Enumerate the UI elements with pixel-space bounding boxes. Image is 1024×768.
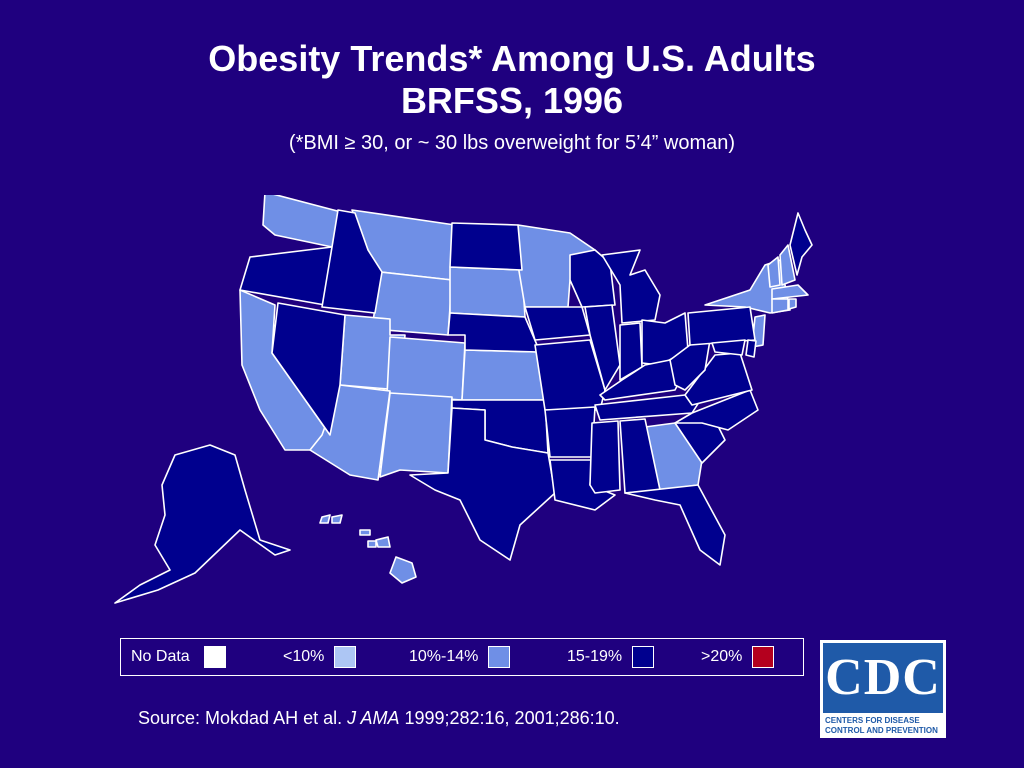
state-delaware	[745, 339, 757, 358]
state-missouri	[534, 339, 606, 411]
slide-title: Obesity Trends* Among U.S. Adults BRFSS,…	[0, 38, 1024, 122]
state-texas	[409, 407, 556, 561]
source-citation: Source: Mokdad AH et al. J AMA 1999;282:…	[138, 708, 620, 729]
state-new-hampshire	[779, 244, 796, 286]
legend-15-19: 15-19%	[567, 639, 655, 675]
cdc-logo: CDC CENTERS FOR DISEASE CONTROL AND PREV…	[820, 640, 946, 738]
legend-lt10: <10%	[283, 639, 357, 675]
state-vermont	[767, 256, 781, 288]
state-michigan	[601, 249, 661, 324]
state-iowa	[524, 306, 591, 341]
state-kansas	[461, 349, 546, 401]
state-hawaii-kauai	[319, 514, 331, 524]
state-new-mexico	[379, 392, 453, 478]
state-massachusetts	[771, 284, 809, 300]
legend-10-14: 10%-14%	[409, 639, 511, 675]
cdc-logo-text: CDC	[823, 643, 943, 713]
state-colorado	[386, 336, 466, 401]
state-wisconsin	[569, 249, 616, 308]
legend-gt20-swatch	[752, 646, 775, 668]
state-hawaii-oahu	[331, 514, 343, 524]
cdc-tagline-2: CONTROL AND PREVENTION	[825, 726, 938, 735]
state-hawaii-big-island	[389, 556, 417, 584]
state-idaho	[321, 209, 383, 314]
cdc-logo-tagline: CENTERS FOR DISEASE CONTROL AND PREVENTI…	[823, 716, 943, 736]
state-minnesota	[517, 224, 596, 308]
state-pennsylvania	[687, 306, 756, 346]
legend-gt20: >20%	[701, 639, 775, 675]
state-connecticut	[771, 298, 789, 314]
legend-lt10-label: <10%	[283, 648, 325, 665]
state-mississippi	[589, 420, 621, 494]
legend-lt10-swatch	[334, 646, 357, 668]
state-maryland	[711, 339, 746, 356]
state-illinois	[584, 304, 621, 391]
state-north-dakota	[449, 222, 523, 271]
state-arizona	[309, 384, 391, 481]
state-virginia	[684, 352, 753, 406]
state-florida	[624, 484, 726, 566]
slide-subtitle: (*BMI ≥ 30, or ~ 30 lbs overweight for 5…	[288, 132, 736, 154]
state-south-dakota	[449, 266, 526, 318]
legend-no-data: No Data	[131, 639, 226, 675]
state-alaska	[114, 444, 291, 604]
title-line-2: BRFSS, 1996	[400, 80, 624, 121]
map-legend: No Data <10% 10%-14% 15-19% >20%	[120, 638, 804, 676]
us-obesity-map	[114, 195, 813, 604]
state-hawaii-lanai	[367, 540, 377, 548]
state-arkansas	[544, 406, 596, 458]
state-hawaii-maui	[375, 536, 391, 548]
legend-10-14-label: 10%-14%	[409, 648, 479, 665]
source-journal: J AMA	[347, 708, 400, 728]
legend-no-data-swatch	[203, 646, 226, 668]
legend-no-data-label: No Data	[131, 648, 190, 665]
state-rhode-island	[788, 298, 797, 310]
legend-gt20-label: >20%	[701, 648, 743, 665]
state-nevada	[271, 302, 346, 436]
legend-15-19-label: 15-19%	[567, 648, 623, 665]
state-maine	[789, 212, 813, 276]
state-nebraska	[447, 312, 541, 353]
source-prefix: Source: Mokdad AH et al.	[138, 708, 348, 728]
legend-10-14-swatch	[488, 646, 511, 668]
title-line-1: Obesity Trends* Among U.S. Adults	[208, 38, 816, 79]
legend-15-19-swatch	[632, 646, 655, 668]
cdc-tagline-1: CENTERS FOR DISEASE	[825, 716, 920, 725]
state-washington	[262, 195, 346, 248]
state-hawaii-molokai	[359, 529, 371, 536]
source-citation-text: 1999;282:16, 2001;286:10.	[399, 708, 620, 728]
